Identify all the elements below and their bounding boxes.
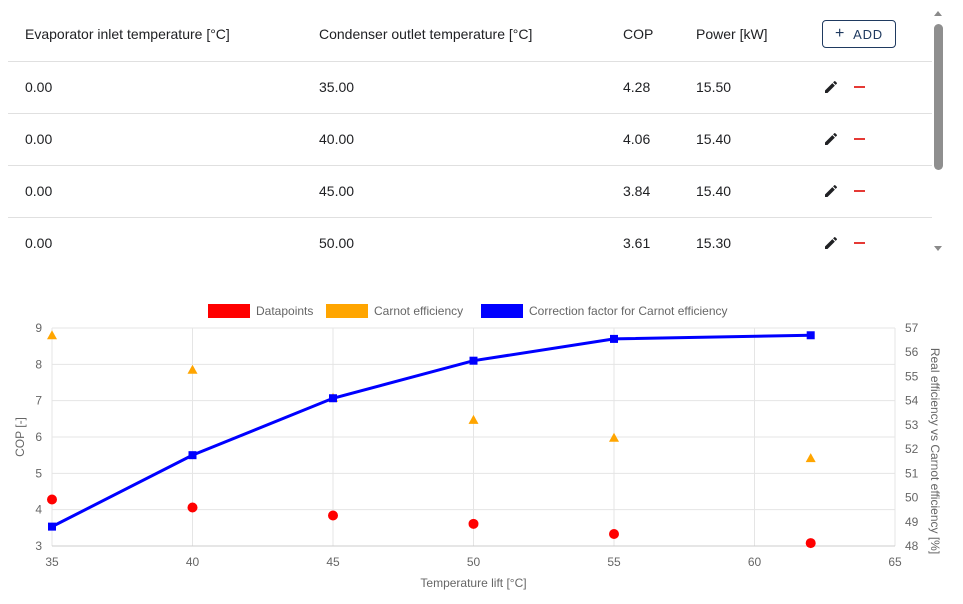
x-tick-label: 35 [45,555,59,569]
table-row: 0.00 35.00 4.28 15.50 [8,61,932,114]
power-cell: 15.40 [679,113,805,166]
carnot-marker [468,414,479,424]
scrollbar-thumb[interactable] [934,24,943,170]
datapoint-table: Evaporator inlet temperature [°C] Conden… [8,8,932,262]
power-cell: 15.40 [679,165,805,218]
y2-tick-label: 51 [905,466,919,480]
column-header-condenser: Condenser outlet temperature [°C] [302,8,606,62]
x-tick-label: 55 [607,555,621,569]
y2-axis-title: Real efficiency vs Carnot efficiency [%] [928,348,942,554]
x-axis-title: Temperature lift [°C] [420,576,526,590]
table-row: 0.00 40.00 4.06 15.40 [8,113,932,166]
y-tick-label: 8 [35,357,42,371]
correction-marker [610,334,618,343]
row-actions [805,61,932,114]
correction-marker [806,331,815,340]
column-header-power: Power [kW] [679,8,805,62]
carnot-marker [609,432,619,442]
add-button[interactable]: + ADD [822,20,896,49]
scroll-up-arrow-icon[interactable] [934,11,942,16]
x-tick-label: 45 [326,555,340,569]
pencil-icon[interactable] [822,78,840,96]
carnot-marker [187,364,198,374]
table-row: 0.00 45.00 3.84 15.40 [8,165,932,218]
x-tick-label: 50 [467,555,481,569]
x-tick-label: 65 [888,555,902,569]
datapoint-marker [187,502,198,513]
table-scrollbar[interactable] [932,8,945,256]
minus-icon[interactable] [850,130,868,148]
cop-cell: 3.61 [606,217,679,262]
legend-label: Carnot efficiency [374,304,463,318]
cop-chart: 35 40 45 50 55 60 6534567894849505152535455565… [13,304,942,590]
y-tick-label: 3 [35,539,42,553]
datapoint-marker [609,529,619,540]
datapoint-marker [468,518,479,529]
cop-cell: 4.28 [606,61,679,114]
y2-tick-label: 52 [905,442,919,456]
pencil-icon[interactable] [822,182,840,200]
x-tick-label: 40 [186,555,200,569]
condenser-cell: 35.00 [302,61,606,114]
cop-cell: 3.84 [606,165,679,218]
add-button-label: ADD [853,26,883,42]
minus-icon[interactable] [850,234,868,252]
cop-cell: 4.06 [606,113,679,166]
x-tick-label: 60 [748,555,762,569]
y2-tick-label: 49 [905,515,919,529]
y2-tick-label: 56 [905,345,919,359]
power-cell: 15.50 [679,61,805,114]
datapoint-marker [328,510,338,521]
correction-marker [48,522,56,531]
datapoint-marker [47,494,57,505]
evaporator-cell: 0.00 [8,61,302,114]
carnot-marker [805,453,816,463]
y2-tick-label: 48 [905,539,919,553]
evaporator-cell: 0.00 [8,113,302,166]
y2-tick-label: 55 [905,369,919,383]
condenser-cell: 45.00 [302,165,606,218]
condenser-cell: 40.00 [302,113,606,166]
column-header-evaporator: Evaporator inlet temperature [°C] [8,8,302,62]
row-actions [805,113,932,166]
minus-icon[interactable] [850,182,868,200]
row-actions [805,217,932,262]
scroll-down-arrow-icon[interactable] [934,246,942,251]
y-tick-label: 9 [35,321,42,335]
legend-label: Datapoints [256,304,313,318]
y-tick-label: 7 [35,394,42,408]
carnot-marker [47,330,57,340]
datapoint-marker [805,538,816,549]
pencil-icon[interactable] [822,130,840,148]
legend-swatch [208,304,250,318]
power-cell: 15.30 [679,217,805,262]
y-tick-label: 6 [35,430,42,444]
heat-pump-table-container: Evaporator inlet temperature [°C] Conden… [8,8,932,262]
column-header-actions: + ADD [805,8,932,62]
y-axis-title: COP [-] [13,417,27,457]
plus-icon: + [834,25,846,43]
legend-swatch [481,304,523,318]
correction-marker [188,451,197,460]
table-row: 0.00 50.00 3.61 15.30 [8,217,932,262]
correction-marker [329,394,337,403]
minus-icon[interactable] [850,78,868,96]
y2-tick-label: 50 [905,491,919,505]
column-header-cop: COP [606,8,679,62]
row-actions [805,165,932,218]
table-header-row: Evaporator inlet temperature [°C] Conden… [8,8,932,62]
y2-tick-label: 57 [905,321,919,335]
evaporator-cell: 0.00 [8,217,302,262]
y2-tick-label: 53 [905,418,919,432]
correction-marker [469,356,478,365]
y-tick-label: 5 [35,466,42,480]
correction-factor-line [51,333,811,528]
legend-swatch [326,304,368,318]
condenser-cell: 50.00 [302,217,606,262]
evaporator-cell: 0.00 [8,165,302,218]
y-tick-label: 4 [35,503,42,517]
pencil-icon[interactable] [822,234,840,252]
legend-label: Correction factor for Carnot efficiency [529,304,728,318]
y2-tick-label: 54 [905,394,919,408]
